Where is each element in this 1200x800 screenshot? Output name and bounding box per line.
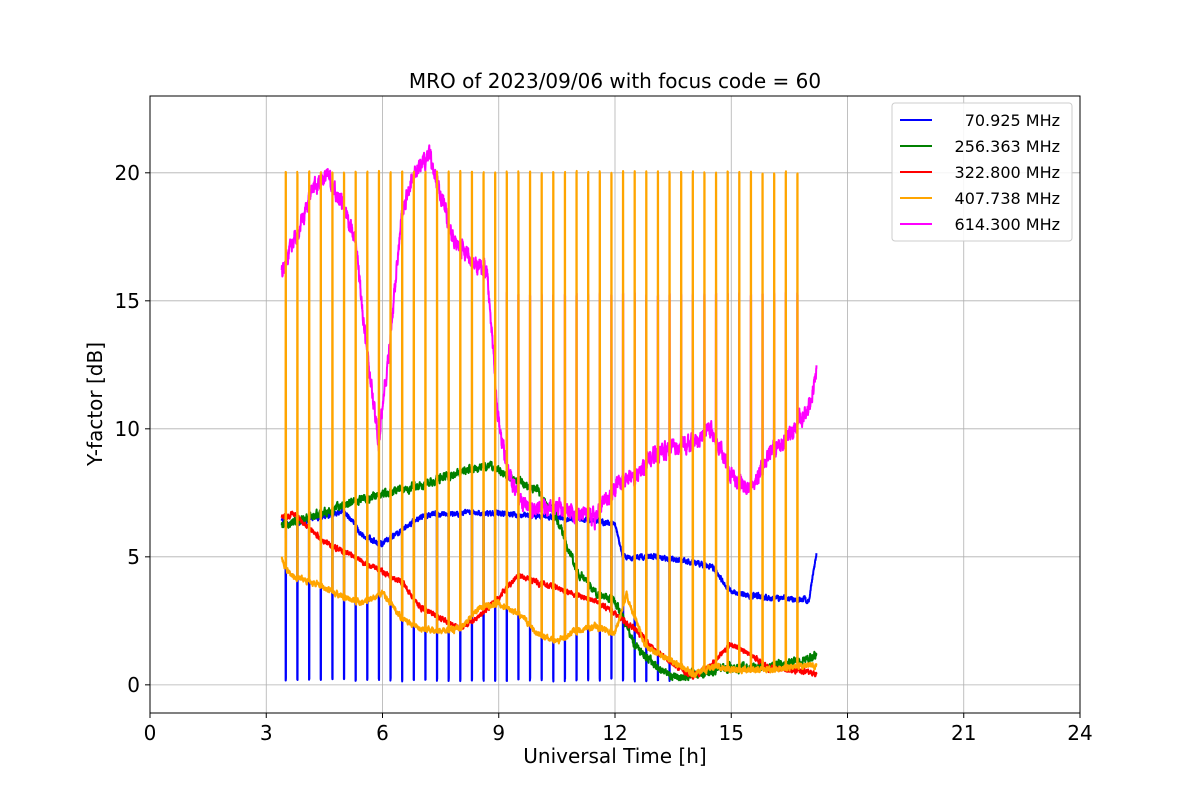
x-tick-label: 0 <box>144 721 157 745</box>
y-tick-label: 0 <box>127 673 140 697</box>
legend-entry: 256.363 MHz <box>955 137 1060 156</box>
x-tick-label: 6 <box>376 721 389 745</box>
series-line <box>280 169 818 679</box>
x-tick-label: 9 <box>492 721 505 745</box>
series-group <box>280 144 818 683</box>
x-axis-label: Universal Time [h] <box>523 744 706 768</box>
legend-box <box>891 102 1073 242</box>
y-tick-label: 5 <box>127 545 140 569</box>
y-axis-label: Y-factor [dB] <box>83 342 107 467</box>
legend-entry: 322.800 MHz <box>955 163 1060 182</box>
x-tick-label: 3 <box>260 721 273 745</box>
x-tick-label: 24 <box>1067 721 1092 745</box>
x-tick-label: 21 <box>951 721 976 745</box>
chart-title: MRO of 2023/09/06 with focus code = 60 <box>409 69 821 93</box>
y-tick-label: 10 <box>115 417 140 441</box>
x-tick-label: 15 <box>719 721 744 745</box>
x-tick-label: 12 <box>602 721 627 745</box>
y-tick-label: 20 <box>115 161 140 185</box>
legend-entry: 614.300 MHz <box>955 215 1060 234</box>
legend-entry: 407.738 MHz <box>955 189 1060 208</box>
legend: 70.925 MHz 256.363 MHz 322.800 MHz 407.738 … <box>891 102 1073 242</box>
legend-entry: 70.925 MHz <box>965 111 1060 130</box>
x-tick-label: 18 <box>835 721 860 745</box>
y-tick-label: 15 <box>115 289 140 313</box>
ticks: 0 3 6 9 12 15 18 21 24 0 5 10 15 20 <box>115 161 1093 745</box>
